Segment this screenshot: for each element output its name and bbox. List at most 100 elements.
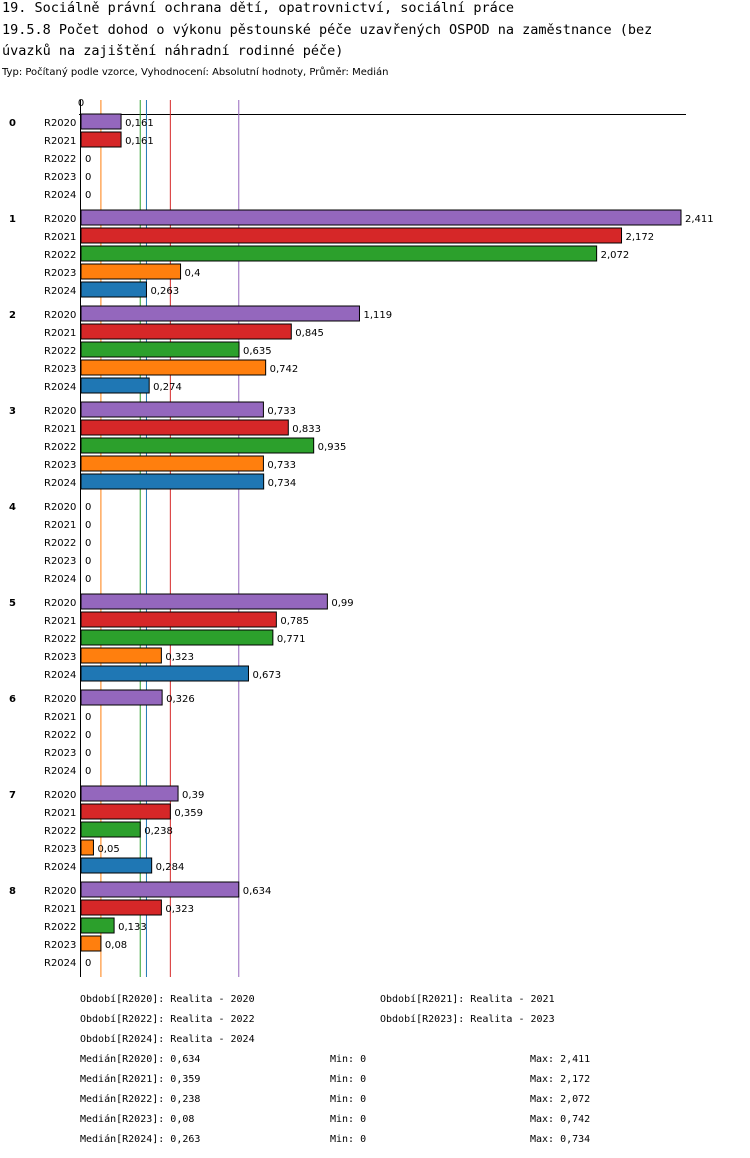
- category-label: R2023: [44, 556, 76, 567]
- bar-r2024-group-2: [80, 377, 150, 394]
- bar-r2020-group-1: [80, 209, 682, 226]
- bar-r2021-group-3: [80, 419, 289, 436]
- data-label: 0,733: [267, 460, 296, 471]
- category-label: R2022: [44, 154, 76, 165]
- data-label: 0,263: [150, 286, 179, 297]
- legend-min-r2024: Min: 0: [330, 1134, 367, 1145]
- legend-max-r2020: Max: 2,411: [530, 1054, 591, 1065]
- category-label: R2021: [44, 328, 76, 339]
- data-label: 0: [85, 574, 91, 585]
- chart-subtitle: Typ: Počítaný podle vzorce, Vyhodnocení:…: [2, 67, 389, 78]
- data-label: 0,323: [165, 904, 194, 915]
- category-label: R2021: [44, 424, 76, 435]
- data-label: 0,359: [174, 808, 203, 819]
- category-label: R2023: [44, 460, 76, 471]
- category-label: R2022: [44, 538, 76, 549]
- data-label: 0,634: [243, 886, 272, 897]
- data-label: 0: [85, 190, 91, 201]
- category-label: R2021: [44, 808, 76, 819]
- bar-r2020-group-5: [80, 593, 328, 610]
- category-label: R2020: [44, 502, 76, 513]
- data-label: 0,935: [318, 442, 347, 453]
- category-label: R2022: [44, 826, 76, 837]
- category-label: R2023: [44, 268, 76, 279]
- category-label: R2020: [44, 598, 76, 609]
- bar-r2024-group-7: [80, 857, 153, 874]
- bar-r2020-group-7: [80, 785, 179, 802]
- chart-title-line-3: úvazků na zajištění náhradní rodinné péč…: [2, 43, 344, 59]
- legend-period-r2021: Období[R2021]: Realita - 2021: [380, 994, 555, 1005]
- data-label: 0,734: [268, 478, 297, 489]
- data-label: 0,673: [252, 670, 281, 681]
- category-label: R2022: [44, 730, 76, 741]
- bar-r2023-group-1: [80, 263, 182, 280]
- bar-r2023-group-7: [80, 839, 94, 856]
- bar-r2022-group-7: [80, 821, 141, 838]
- group-label-2: 2: [9, 310, 16, 321]
- category-label: R2024: [44, 958, 76, 969]
- category-label: R2022: [44, 922, 76, 933]
- legend-max-r2023: Max: 0,742: [530, 1114, 591, 1125]
- bar-r2020-group-3: [80, 401, 264, 418]
- category-label: R2023: [44, 364, 76, 375]
- data-label: 0,39: [182, 790, 204, 801]
- data-label: 2,411: [685, 214, 714, 225]
- data-label: 0,785: [280, 616, 309, 627]
- chart-title-line-1: 19. Sociálně právní ochrana dětí, opatro…: [2, 0, 515, 16]
- category-label: R2020: [44, 214, 76, 225]
- bar-r2020-group-6: [80, 689, 163, 706]
- category-label: R2024: [44, 862, 76, 873]
- bar-r2024-group-3: [80, 473, 265, 490]
- data-label: 0,845: [295, 328, 324, 339]
- legend-median-r2022: Medián[R2022]: 0,238: [80, 1094, 201, 1105]
- category-label: R2024: [44, 286, 76, 297]
- group-label-8: 8: [9, 886, 16, 897]
- bar-r2023-group-8: [80, 935, 102, 952]
- data-label: 0: [85, 502, 91, 513]
- bar-r2021-group-7: [80, 803, 171, 820]
- data-label: 0,733: [267, 406, 296, 417]
- data-label: 0: [85, 520, 91, 531]
- data-label: 0: [85, 538, 91, 549]
- data-label: 0: [85, 712, 91, 723]
- category-label: R2023: [44, 940, 76, 951]
- category-label: R2021: [44, 136, 76, 147]
- bar-r2021-group-0: [80, 131, 122, 148]
- bar-r2020-group-2: [80, 305, 360, 322]
- chart-title-line-2: 19.5.8 Počet dohod o výkonu pěstounské p…: [2, 22, 653, 38]
- bar-r2021-group-5: [80, 611, 277, 628]
- group-label-5: 5: [9, 598, 16, 609]
- data-label: 0,05: [97, 844, 119, 855]
- category-label: R2020: [44, 406, 76, 417]
- legend-max-r2021: Max: 2,172: [530, 1074, 591, 1085]
- data-label: 0: [85, 154, 91, 165]
- bar-r2021-group-2: [80, 323, 292, 340]
- category-label: R2024: [44, 478, 76, 489]
- category-label: R2020: [44, 886, 76, 897]
- data-label: 0,742: [270, 364, 299, 375]
- category-label: R2020: [44, 118, 76, 129]
- bar-r2023-group-2: [80, 359, 267, 376]
- category-label: R2024: [44, 670, 76, 681]
- bar-r2021-group-1: [80, 227, 623, 244]
- data-label: 0,323: [165, 652, 194, 663]
- category-label: R2022: [44, 250, 76, 261]
- category-label: R2024: [44, 574, 76, 585]
- bar-r2022-group-3: [80, 437, 315, 454]
- legend-median-r2024: Medián[R2024]: 0,263: [80, 1134, 201, 1145]
- bar-r2020-group-0: [80, 113, 122, 130]
- category-label: R2023: [44, 172, 76, 183]
- legend-median-r2021: Medián[R2021]: 0,359: [80, 1074, 201, 1085]
- legend-max-r2024: Max: 0,734: [530, 1134, 591, 1145]
- bar-r2022-group-1: [80, 245, 598, 262]
- category-label: R2022: [44, 634, 76, 645]
- legend-max-r2022: Max: 2,072: [530, 1094, 591, 1105]
- legend-period-r2022: Období[R2022]: Realita - 2022: [80, 1014, 255, 1025]
- data-label: 0,771: [277, 634, 306, 645]
- legend-period-r2023: Období[R2023]: Realita - 2023: [380, 1014, 555, 1025]
- data-label: 0: [85, 556, 91, 567]
- bar-r2023-group-5: [80, 647, 162, 664]
- group-label-0: 0: [9, 118, 16, 129]
- legend-median-r2023: Medián[R2023]: 0,08: [80, 1114, 195, 1125]
- category-label: R2020: [44, 790, 76, 801]
